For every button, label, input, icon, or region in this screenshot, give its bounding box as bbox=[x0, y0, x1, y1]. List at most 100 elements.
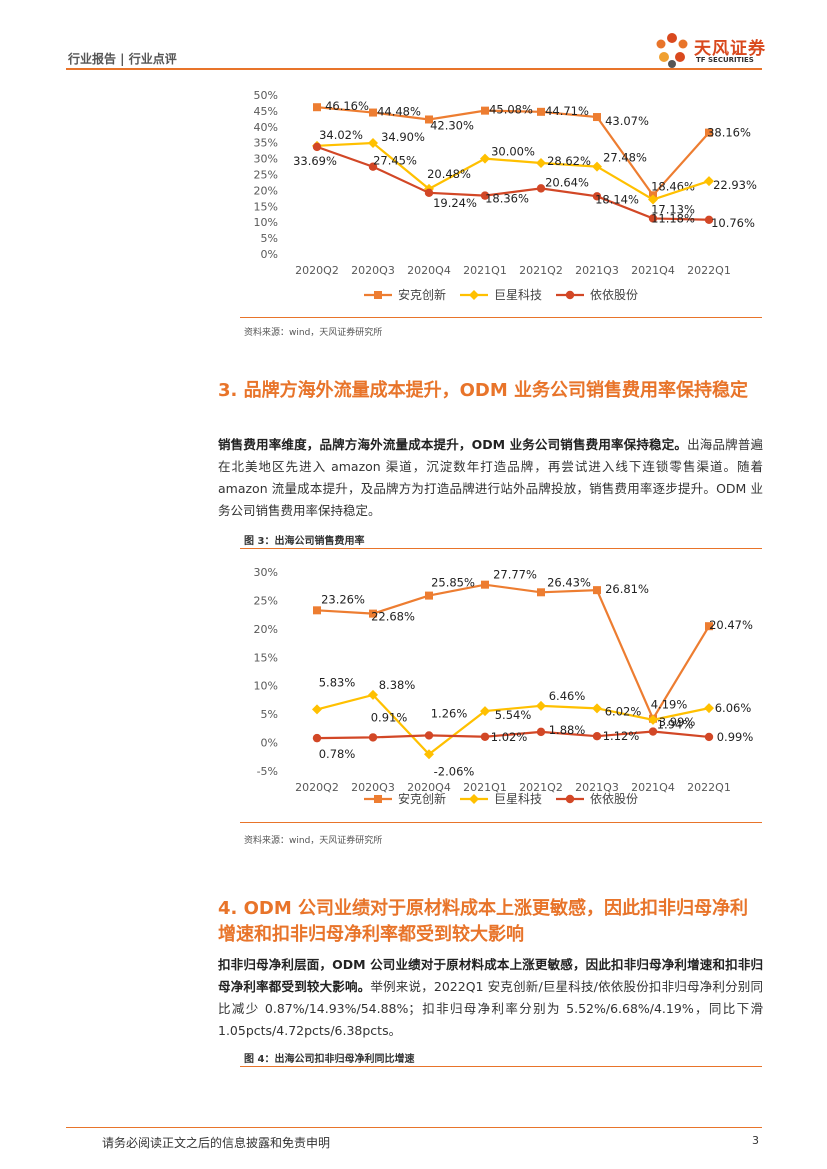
data-label: 0.78% bbox=[319, 747, 356, 761]
chart2-bottom-rule bbox=[240, 822, 762, 823]
x-tick-label: 2020Q4 bbox=[407, 781, 451, 794]
data-point-square bbox=[537, 107, 545, 116]
data-point-square bbox=[425, 591, 433, 600]
data-point-circle bbox=[648, 214, 658, 223]
data-label: 22.93% bbox=[713, 178, 757, 192]
data-label: 0.99% bbox=[717, 730, 754, 744]
section4-heading: 4. ODM 公司业绩对于原材料成本上涨更敏感，因此扣非归母净利增速和扣非归母净… bbox=[218, 898, 749, 945]
legend-label: 安克创新 bbox=[398, 287, 446, 302]
data-label: 1.94% bbox=[657, 718, 694, 732]
data-point-square bbox=[313, 103, 321, 112]
x-tick-label: 2021Q2 bbox=[519, 264, 563, 277]
data-point-diamond bbox=[424, 749, 434, 760]
data-label: 43.07% bbox=[605, 114, 649, 128]
data-point-diamond bbox=[704, 176, 714, 187]
data-point-square bbox=[705, 622, 713, 631]
data-point-circle bbox=[312, 142, 322, 152]
data-label: 22.68% bbox=[371, 610, 415, 624]
header-rule bbox=[66, 68, 762, 70]
data-label: 1.12% bbox=[603, 729, 640, 743]
section4-body: 举例来说，2022Q1 安克创新/巨星科技/依依股份扣非归母净利分别同比减少 0… bbox=[218, 979, 763, 1038]
series-line-0 bbox=[316, 583, 710, 722]
legend-label: 巨星科技 bbox=[494, 792, 542, 806]
y-tick-label: 35% bbox=[254, 137, 278, 150]
y-tick-label: 25% bbox=[254, 169, 278, 182]
legend-marker bbox=[374, 795, 382, 803]
data-label: 19.24% bbox=[433, 196, 477, 210]
data-label: 6.46% bbox=[549, 689, 586, 703]
legend-marker bbox=[469, 794, 479, 804]
data-point-square bbox=[369, 108, 377, 117]
y-tick-label: 15% bbox=[254, 651, 278, 664]
data-point-circle bbox=[536, 184, 546, 193]
data-point-circle bbox=[704, 732, 714, 742]
figure3-title: 图 3：出海公司销售费用率 bbox=[244, 536, 365, 547]
y-tick-label: 50% bbox=[254, 89, 278, 102]
data-label: 1.26% bbox=[431, 706, 468, 720]
y-tick-label: 20% bbox=[254, 184, 278, 197]
data-point-circle bbox=[368, 733, 378, 742]
data-label: 18.46% bbox=[651, 179, 695, 193]
x-tick-label: 2021Q3 bbox=[575, 264, 619, 277]
chart-selling-expense-ratio: -5% 0% 5% 10% 15% 20% 25% 30% 2020Q2 2020Q3 2020Q4… bbox=[254, 566, 754, 806]
x-tick-label: 2020Q3 bbox=[351, 264, 395, 277]
logo-subtitle: TF SECURITIES bbox=[696, 56, 754, 64]
data-label: 34.02% bbox=[319, 128, 363, 142]
x-tick-label: 2020Q4 bbox=[407, 264, 451, 277]
y-tick-label: 30% bbox=[254, 153, 278, 166]
figure4-rule bbox=[240, 1066, 762, 1067]
y-tick-label: 5% bbox=[261, 708, 278, 721]
data-label: 26.81% bbox=[605, 582, 649, 596]
data-point-square bbox=[369, 609, 377, 618]
figure4-title: 图 4：出海公司扣非归母净利同比增速 bbox=[244, 1054, 415, 1065]
data-point-circle bbox=[424, 731, 434, 740]
section3-heading: 3. 品牌方海外流量成本提升，ODM 业务公司销售费用率保持稳定 bbox=[218, 380, 749, 401]
data-label: 20.64% bbox=[545, 175, 589, 189]
data-point-square bbox=[313, 606, 321, 615]
y-tick-label: 5% bbox=[261, 232, 278, 245]
series-line-1 bbox=[316, 141, 710, 201]
footer-rule bbox=[66, 1127, 762, 1128]
data-point-diamond bbox=[480, 706, 490, 717]
data-point-diamond bbox=[592, 161, 602, 172]
series-line-1 bbox=[316, 693, 710, 756]
legend-marker bbox=[565, 794, 575, 804]
data-label: 8.38% bbox=[379, 678, 416, 692]
y-tick-label: -5% bbox=[257, 765, 278, 778]
section3-lead: 销售费用率维度，品牌方海外流量成本提升，ODM 业务公司销售费用率保持稳定。 bbox=[218, 437, 688, 452]
data-label: 11.18% bbox=[651, 211, 695, 225]
section3-paragraph: 销售费用率维度，品牌方海外流量成本提升，ODM 业务公司销售费用率保持稳定。出海… bbox=[218, 434, 763, 522]
data-point-square bbox=[593, 586, 601, 595]
data-label: 6.06% bbox=[715, 701, 752, 715]
company-logo: 天风证券 TF SECURITIES bbox=[652, 30, 767, 70]
y-tick-label: 25% bbox=[254, 594, 278, 607]
x-tick-label: 2021Q2 bbox=[519, 781, 563, 794]
data-point-diamond bbox=[536, 700, 546, 711]
section3-body: 出海品牌普遍在北美地区先进入 amazon 渠道，沉淀数年打造品牌，再尝试进入线… bbox=[218, 437, 763, 518]
x-tick-label: 2021Q1 bbox=[463, 264, 507, 277]
logo-icon bbox=[656, 33, 688, 68]
data-point-circle bbox=[480, 191, 490, 200]
data-point-diamond bbox=[368, 689, 378, 700]
data-point-square bbox=[593, 113, 601, 122]
data-label: 18.14% bbox=[595, 192, 639, 206]
data-label: 44.71% bbox=[545, 104, 589, 118]
report-category: 行业报告 | 行业点评 bbox=[68, 52, 177, 66]
data-label: 27.77% bbox=[493, 568, 537, 582]
data-point-square bbox=[481, 106, 489, 115]
y-tick-label: 30% bbox=[254, 566, 278, 579]
data-label: 17.13% bbox=[651, 203, 695, 217]
data-point-circle bbox=[648, 727, 658, 736]
data-point-diamond bbox=[592, 703, 602, 714]
legend-label: 安克创新 bbox=[398, 791, 446, 806]
data-point-square bbox=[425, 115, 433, 124]
legend-label: 巨星科技 bbox=[494, 288, 542, 302]
data-label: 27.45% bbox=[373, 154, 417, 168]
data-point-circle bbox=[536, 727, 546, 737]
x-tick-label: 2020Q2 bbox=[295, 264, 339, 277]
x-tick-label: 2021Q3 bbox=[575, 781, 619, 794]
data-label: 38.16% bbox=[707, 126, 751, 140]
section4-lead: 扣非归母净利层面，ODM 公司业绩对于原材料成本上涨更敏感，因此扣非归母净利增速… bbox=[218, 957, 763, 994]
data-label: 44.48% bbox=[377, 105, 421, 119]
data-label: 10.76% bbox=[711, 216, 755, 230]
